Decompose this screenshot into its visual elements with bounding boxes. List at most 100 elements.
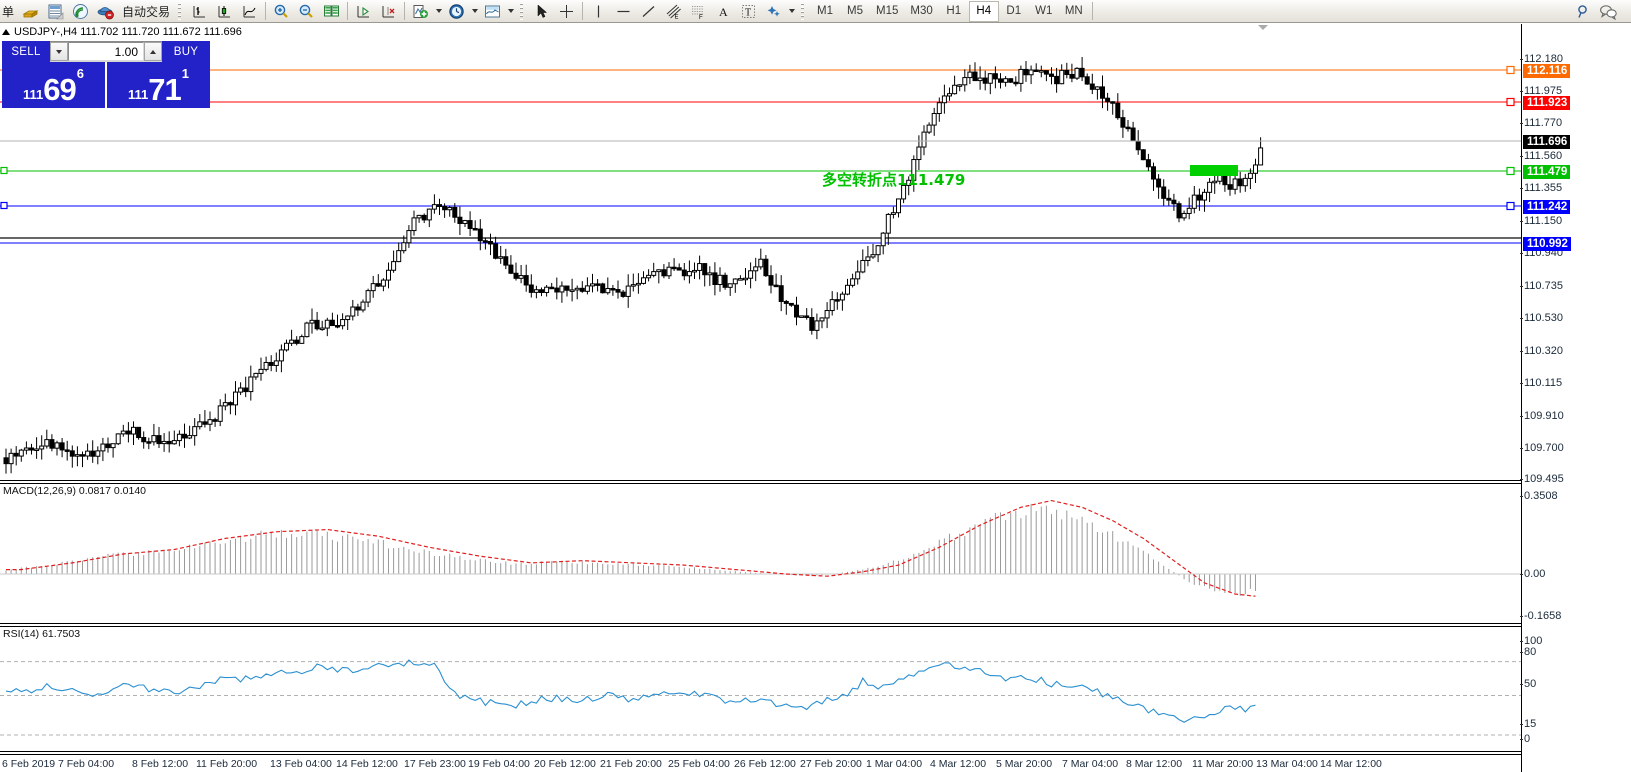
price-level-label-support-blue-1[interactable]: 111.242 [1523,200,1571,214]
vertical-line-tool-icon[interactable] [586,1,611,22]
templates-button[interactable] [480,1,505,22]
rsi-scale-tick: 100 [1519,635,1543,647]
rsi-pane[interactable] [0,639,1521,752]
rsi-scale-tick: 80 [1519,646,1537,658]
one-click-trading-panel[interactable]: SELL 1.00 BUY 111 69 6 111 71 1 [2,41,210,108]
crosshair-tool-icon[interactable] [554,1,579,22]
timeframe-h4[interactable]: H4 [968,0,999,22]
timeframe-m15[interactable]: M15 [876,5,899,17]
search-icon[interactable] [1571,1,1596,22]
new-order-label[interactable]: 单 [2,4,15,19]
time-tick: 27 Feb 20:00 [800,758,862,770]
scroll-indicator-icon[interactable] [1258,25,1268,30]
line-chart-icon[interactable] [237,1,262,22]
zoom-out-icon[interactable] [294,1,319,22]
buy-price-display[interactable]: 111 71 1 [105,62,210,108]
volume-decrease-button[interactable] [50,42,68,61]
chat-icon[interactable] [1596,1,1621,22]
time-tick: 1 Mar 04:00 [866,758,923,770]
chevron-down-icon[interactable] [786,1,797,22]
timeframe-mn[interactable]: MN [1064,5,1083,17]
trendline-tool-icon[interactable] [636,1,661,22]
time-tick: 17 Feb 23:00 [404,758,466,770]
collapse-triangle-icon[interactable] [2,29,10,35]
timeframe-group: M1 M5 M15 M30 H1 H4 D1 W1 MN [810,0,1089,22]
volume-input[interactable]: 1.00 [68,42,144,61]
time-tick: 7 Mar 04:00 [1062,758,1119,770]
time-tick: 25 Feb 04:00 [668,758,730,770]
toolbar-grip[interactable] [519,2,527,20]
auto-trading-button[interactable]: 自动交易 [122,4,171,19]
time-tick: 13 Mar 04:00 [1256,758,1318,770]
buy-button[interactable]: BUY [162,41,210,62]
volume-stepper[interactable]: 1.00 [50,41,162,62]
price-level-label-pivot-green[interactable]: 111.479 [1523,165,1571,179]
buy-price-prefix: 111 [128,87,149,102]
auto-scroll-icon[interactable] [351,1,376,22]
time-tick: 20 Feb 12:00 [534,758,596,770]
timeframe-h1[interactable]: H1 [946,5,962,17]
chart-canvas[interactable]: USDJPY-,H4 111.702 111.720 111.672 111.6… [0,24,1631,772]
signals-icon[interactable] [68,1,93,22]
cursor-tool-icon[interactable] [529,1,554,22]
toolbar-grip[interactable] [177,2,185,20]
rsi-scale-tick: 0 [1519,733,1531,745]
macd-pane[interactable] [0,496,1521,621]
time-tick: 14 Feb 12:00 [336,758,398,770]
fibonacci-tool-icon[interactable]: F [686,1,711,22]
toolbar-grip[interactable] [800,2,808,20]
price-level-label-resistance-orange[interactable]: 112.116 [1523,64,1571,78]
toolbar-separator [582,2,584,20]
price-level-label-current-price[interactable]: 111.696 [1523,135,1571,149]
tile-windows-icon[interactable] [319,1,344,22]
text-label-tool-icon[interactable]: T [736,1,761,22]
text-tool-icon[interactable]: A [711,1,736,22]
rsi-scale-tick: 15 [1519,718,1537,730]
indicators-button[interactable] [408,1,433,22]
rsi-scale-tick: 50 [1519,678,1537,690]
bar-chart-icon[interactable] [187,1,212,22]
chevron-down-icon[interactable] [505,1,516,22]
timeframe-w1[interactable]: W1 [1035,5,1053,17]
price-scale-tick: 111.770 [1519,117,1563,129]
timeframe-d1[interactable]: D1 [1006,5,1022,17]
candlestick-chart-icon[interactable] [212,1,237,22]
price-scale-tick: 110.530 [1520,312,1563,324]
timeframe-m5[interactable]: M5 [847,5,864,17]
equidistant-channel-tool-icon[interactable]: E [661,1,686,22]
zoom-in-icon[interactable] [269,1,294,22]
price-scale-tick: 110.320 [1520,345,1563,357]
gold-bars-icon[interactable] [18,1,43,22]
price-scale[interactable]: 112.180 111.975 111.770 111.560 111.355 111.1… [1519,24,1631,772]
expert-advisor-icon[interactable] [93,1,118,22]
periods-button[interactable] [444,1,469,22]
price-pane[interactable] [0,24,1521,479]
time-tick: 5 Mar 20:00 [996,758,1053,770]
chevron-down-icon[interactable] [433,1,444,22]
macd-scale-tick: 0.3508 [1520,490,1558,502]
chevron-down-icon[interactable] [469,1,480,22]
buy-price-main: 71 [148,72,181,107]
macd-scale-tick: 0.00 [1519,568,1546,580]
timeframe-m1[interactable]: M1 [817,5,834,17]
price-level-label-resistance-red[interactable]: 111.923 [1523,96,1571,110]
market-watch-icon[interactable] [43,1,68,22]
shapes-tool-icon[interactable] [761,1,786,22]
price-level-label-support-blue-2[interactable]: 110.992 [1523,237,1571,251]
sell-button[interactable]: SELL [2,41,50,62]
toolbar-separator [265,2,267,20]
svg-text:T: T [745,7,751,18]
price-scale-tick: 109.495 [1520,473,1564,485]
sell-price-display[interactable]: 111 69 6 [2,62,105,108]
time-tick: 19 Feb 04:00 [468,758,530,770]
time-tick: 4 Mar 12:00 [930,758,987,770]
chart-shift-icon[interactable] [376,1,401,22]
volume-increase-button[interactable] [144,42,162,61]
trade-panel-controls: SELL 1.00 BUY [2,41,210,62]
price-scale-tick: 109.910 [1520,410,1564,422]
svg-text:E: E [675,14,679,20]
horizontal-line-tool-icon[interactable] [611,1,636,22]
timeframe-m30[interactable]: M30 [910,5,933,17]
svg-text:A: A [719,5,728,19]
